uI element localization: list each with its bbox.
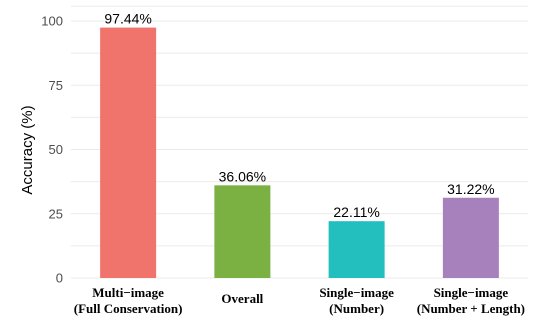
bars xyxy=(100,27,499,279)
bar xyxy=(442,197,499,278)
x-category-label: Single−image xyxy=(319,285,394,300)
bar xyxy=(328,221,385,278)
x-category-label: Single−image xyxy=(434,285,509,300)
y-tick-label: 100 xyxy=(41,14,63,29)
x-category-label: (Number) xyxy=(329,301,384,316)
bar-value-label: 22.11% xyxy=(333,204,379,220)
x-category-label: (Number + Length) xyxy=(417,301,525,316)
bar-value-label: 36.06% xyxy=(219,168,266,184)
bar xyxy=(214,185,271,278)
y-axis-ticks: 0 25 50 75 100 xyxy=(41,14,63,286)
x-category-label: Multi−image xyxy=(92,285,164,300)
y-axis-title: Accuracy (%) xyxy=(19,105,36,194)
x-axis-categories: Multi−image(Full Conservation) Overall Sin… xyxy=(74,285,525,316)
y-tick-label: 50 xyxy=(49,142,63,157)
bar-value-label: 97.44% xyxy=(104,11,151,27)
y-tick-label: 25 xyxy=(49,206,63,221)
x-category-label: (Full Conservation) xyxy=(74,301,183,316)
bar-value-labels: 97.44% 36.06% 22.11% 31.22% xyxy=(104,11,494,221)
y-tick-label: 0 xyxy=(56,271,63,286)
x-category-label: Overall xyxy=(221,291,263,306)
bar-value-label: 31.22% xyxy=(447,181,494,197)
bar xyxy=(100,27,157,279)
y-tick-label: 75 xyxy=(49,78,63,93)
